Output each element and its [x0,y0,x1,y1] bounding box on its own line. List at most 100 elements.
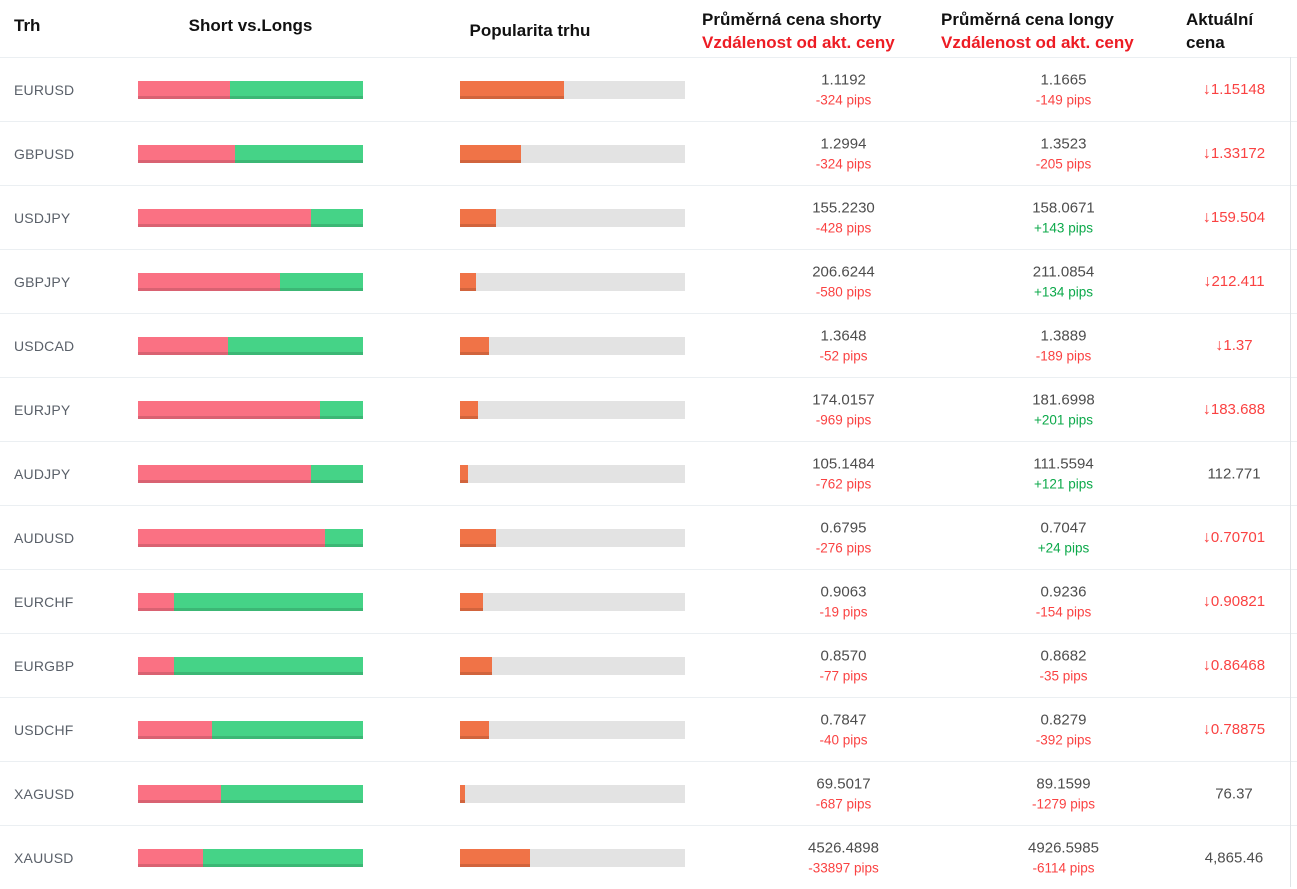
avg-short-price: 0.7847 [820,711,867,728]
short-bar-segment [138,464,312,483]
market-symbol[interactable]: GBPUSD [14,145,75,162]
avg-long-price: 0.7047 [1040,519,1087,536]
market-symbol[interactable]: USDCAD [14,337,75,354]
avg-short-price-cell: 174.0157 -969 pips [731,389,956,430]
popularity-bar-fill [460,80,564,99]
long-distance: +121 pips [1034,476,1093,491]
popularity-bar [460,848,685,867]
header-current-line2: cena [1186,33,1225,52]
avg-short-price-cell: 0.8570 -77 pips [731,645,956,686]
table-row: GBPUSD 1.2994 -324 pips 1.3523 -205 pips… [0,121,1297,185]
popularity-bar [460,528,685,547]
avg-long-price-cell: 1.3523 -205 pips [951,133,1176,174]
popularity-bar [460,336,685,355]
popularity-bar [460,784,685,803]
market-symbol[interactable]: GBPJPY [14,273,71,290]
avg-long-price: 0.9236 [1040,583,1087,600]
avg-short-price-cell: 105.1484 -762 pips [731,453,956,494]
down-arrow-icon: ↓ [1202,592,1211,610]
long-distance: -6114 pips [1032,860,1095,875]
table-header: Trh Short vs.Longs Popularita trhu Průmě… [0,0,1297,57]
popularity-bar [460,208,685,227]
avg-long-price: 158.0671 [1032,199,1095,216]
avg-short-price: 0.6795 [820,519,867,536]
header-current-line1: Aktuální [1186,10,1254,29]
header-popularity: Popularita trhu [469,21,591,40]
market-symbol[interactable]: AUDJPY [14,465,71,482]
long-bar-segment [228,336,363,355]
current-price-value: 183.688 [1210,400,1266,418]
current-price: ↓1.33172 [1178,145,1290,163]
avg-long-price: 1.3523 [1040,135,1087,152]
avg-long-price: 89.1599 [1036,775,1091,792]
header-market: Trh [14,16,41,35]
market-symbol[interactable]: XAUUSD [14,849,74,866]
table-row: USDJPY 155.2230 -428 pips 158.0671 +143 … [0,185,1297,249]
short-vs-long-bar [138,784,363,803]
short-distance: -324 pips [815,92,872,107]
short-distance: -969 pips [815,412,872,427]
market-symbol[interactable]: AUDUSD [14,529,75,546]
popularity-bar-fill [460,848,530,867]
market-symbol[interactable]: XAGUSD [14,785,75,802]
avg-long-price: 4926.5985 [1028,839,1099,856]
short-distance: -687 pips [815,796,872,811]
avg-long-price: 111.5594 [1033,455,1094,472]
current-price-value: 0.86468 [1210,656,1266,674]
table-row: USDCHF 0.7847 -40 pips 0.8279 -392 pips … [0,697,1297,761]
header-avg-short-line1: Průměrná cena shorty [702,10,882,29]
long-distance: -392 pips [1035,732,1092,747]
current-price-value: 1.15148 [1210,80,1266,98]
short-bar-segment [138,784,222,803]
long-distance: +143 pips [1034,220,1093,235]
market-symbol[interactable]: EURCHF [14,593,74,610]
avg-short-price-cell: 206.6244 -580 pips [731,261,956,302]
popularity-bar [460,272,685,291]
long-distance: -189 pips [1035,348,1092,363]
short-vs-long-bar [138,144,363,163]
short-distance: -276 pips [815,540,872,555]
table-row: EURGBP 0.8570 -77 pips 0.8682 -35 pips ↓… [0,633,1297,697]
short-distance: -19 pips [819,604,868,619]
table-row: AUDJPY 105.1484 -762 pips 111.5594 +121 … [0,441,1297,505]
current-price-value: 0.78875 [1210,720,1266,738]
market-symbol[interactable]: EURGBP [14,657,75,674]
short-distance: -428 pips [815,220,872,235]
down-arrow-icon: ↓ [1202,528,1211,546]
market-symbol[interactable]: USDCHF [14,721,74,738]
current-price-value: 0.90821 [1210,592,1266,610]
short-bar-segment [138,592,174,611]
current-price: ↓183.688 [1178,401,1290,419]
header-avg-short-line2: Vzdálenost od akt. ceny [702,33,895,52]
market-symbol[interactable]: EURJPY [14,401,71,418]
short-vs-long-bar [138,400,363,419]
avg-short-price-cell: 0.6795 -276 pips [731,517,956,558]
down-arrow-icon: ↓ [1202,720,1211,738]
current-price: ↓0.70701 [1178,529,1290,547]
popularity-bar-fill [460,592,483,611]
avg-long-price-cell: 0.8279 -392 pips [951,709,1176,750]
popularity-bar-fill [460,784,465,803]
market-symbol[interactable]: USDJPY [14,209,71,226]
table-row: EURCHF 0.9063 -19 pips 0.9236 -154 pips … [0,569,1297,633]
down-arrow-icon: ↓ [1202,144,1211,162]
long-distance: +134 pips [1034,284,1093,299]
avg-short-price-cell: 155.2230 -428 pips [731,197,956,238]
popularity-bar [460,592,685,611]
current-price: ↓0.78875 [1178,721,1290,739]
table-row: GBPJPY 206.6244 -580 pips 211.0854 +134 … [0,249,1297,313]
avg-short-price-cell: 4526.4898 -33897 pips [731,837,956,878]
avg-long-price-cell: 89.1599 -1279 pips [951,773,1176,814]
avg-short-price-cell: 1.2994 -324 pips [731,133,956,174]
short-bar-segment [138,208,312,227]
header-avg-short-price: Průměrná cena shorty Vzdálenost od akt. … [702,8,895,54]
market-symbol[interactable]: EURUSD [14,81,75,98]
down-arrow-icon: ↓ [1202,80,1211,98]
down-arrow-icon: ↓ [1202,400,1211,418]
short-vs-long-bar [138,208,363,227]
avg-long-price-cell: 0.9236 -154 pips [951,581,1176,622]
long-bar-segment [279,272,363,291]
popularity-bar [460,656,685,675]
table-right-border [1290,57,1291,887]
